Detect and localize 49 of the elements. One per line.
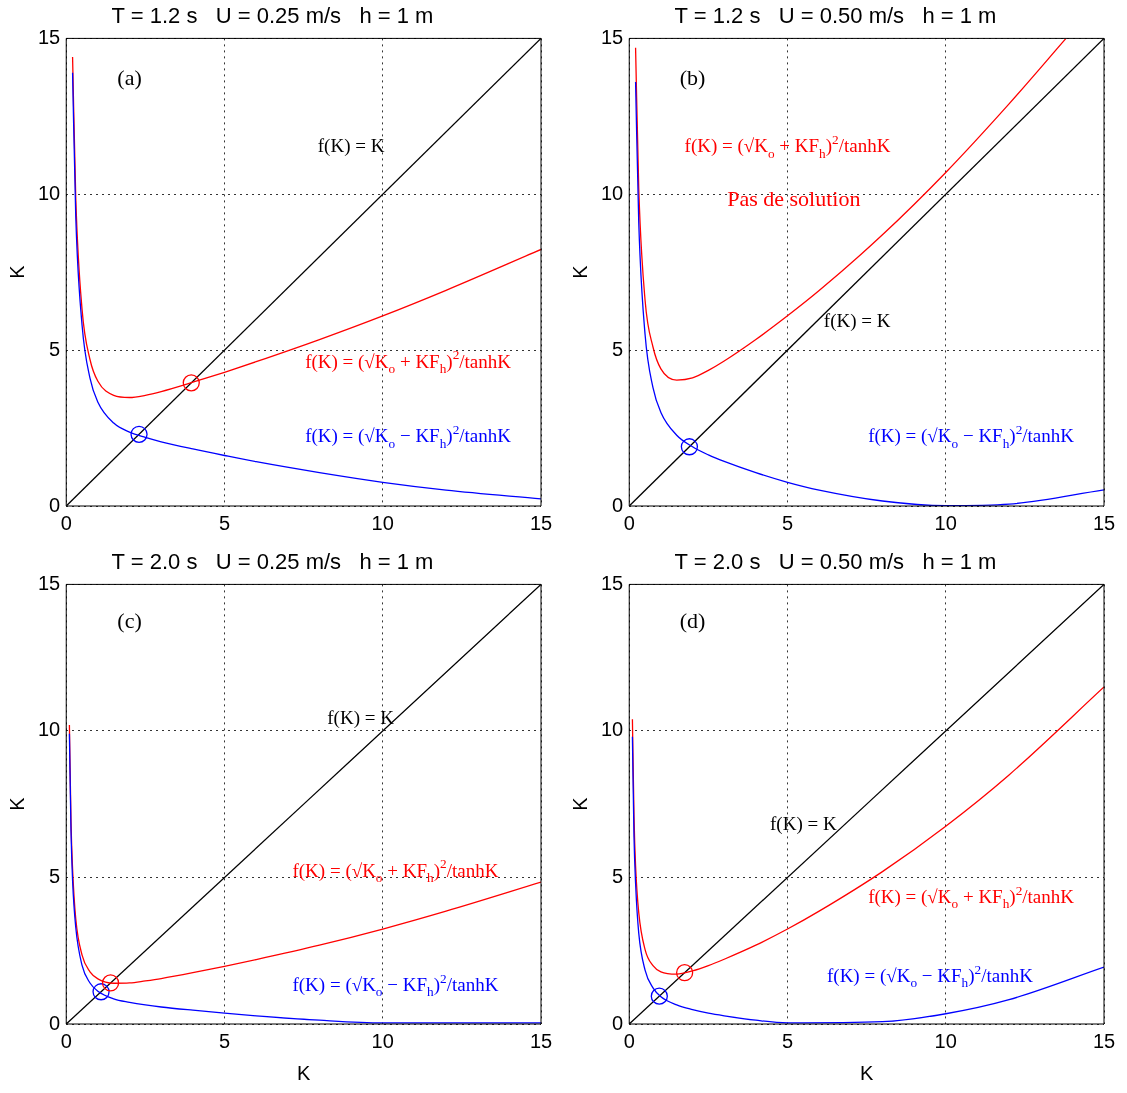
y-tick-label: 0 bbox=[49, 1011, 61, 1034]
annotation: (c) bbox=[117, 608, 142, 634]
annotation: (d) bbox=[679, 608, 706, 634]
x-tick-label: 5 bbox=[218, 511, 231, 534]
x-tick-label: 10 bbox=[934, 1029, 957, 1052]
x-tick-label: 10 bbox=[934, 511, 957, 534]
y-tick-label: 0 bbox=[612, 1011, 624, 1034]
y-tick-label: 10 bbox=[38, 718, 61, 741]
chart-title: T = 2.0 s U = 0.25 m/s h = 1 m bbox=[111, 549, 434, 575]
x-tick-label: 5 bbox=[781, 511, 794, 534]
x-tick-label: 15 bbox=[529, 511, 553, 534]
x-tick-label: 15 bbox=[1092, 1029, 1116, 1052]
annotation: Pas de solution bbox=[727, 186, 861, 212]
y-axis-title: K bbox=[5, 264, 28, 279]
series-label: f(K) = K bbox=[770, 812, 837, 835]
chart-title: T = 1.2 s U = 0.25 m/s h = 1 m bbox=[111, 3, 434, 29]
y-tick-label: 5 bbox=[612, 337, 624, 360]
y-tick-label: 15 bbox=[38, 571, 61, 594]
y-axis-title: K bbox=[5, 796, 28, 811]
y-tick-label: 0 bbox=[612, 493, 624, 516]
y-tick-label: 15 bbox=[38, 25, 61, 48]
y-tick-label: 5 bbox=[49, 864, 61, 887]
line-series bbox=[71, 56, 541, 399]
line-series bbox=[634, 38, 1067, 381]
x-tick-label: 15 bbox=[529, 1029, 553, 1052]
x-tick-label: 15 bbox=[1092, 511, 1116, 534]
y-tick-label: 5 bbox=[49, 337, 61, 360]
x-tick-label: 5 bbox=[781, 1029, 794, 1052]
annotation: (b) bbox=[679, 64, 706, 90]
y-axis-title: K bbox=[568, 796, 591, 811]
series-label: f(K) = K bbox=[317, 135, 385, 158]
chart-title: T = 2.0 s U = 0.50 m/s h = 1 m bbox=[674, 549, 997, 575]
x-axis-title: K bbox=[859, 1061, 874, 1084]
series-label: f(K) = K bbox=[327, 707, 395, 730]
x-tick-label: 10 bbox=[371, 1029, 394, 1052]
y-tick-label: 10 bbox=[601, 181, 624, 204]
series-label: f(K) = K bbox=[823, 310, 891, 333]
x-tick-label: 10 bbox=[371, 511, 394, 534]
x-tick-label: 5 bbox=[218, 1029, 231, 1052]
y-tick-label: 10 bbox=[601, 718, 624, 741]
chart-title: T = 1.2 s U = 0.50 m/s h = 1 m bbox=[674, 3, 997, 29]
y-tick-label: 15 bbox=[601, 571, 624, 594]
x-axis-title: K bbox=[296, 1061, 311, 1084]
y-tick-label: 15 bbox=[601, 25, 624, 48]
y-tick-label: 10 bbox=[38, 181, 61, 204]
annotation: (a) bbox=[117, 64, 142, 90]
y-tick-label: 5 bbox=[612, 864, 624, 887]
y-axis-title: K bbox=[568, 264, 591, 279]
y-tick-label: 0 bbox=[49, 493, 61, 516]
